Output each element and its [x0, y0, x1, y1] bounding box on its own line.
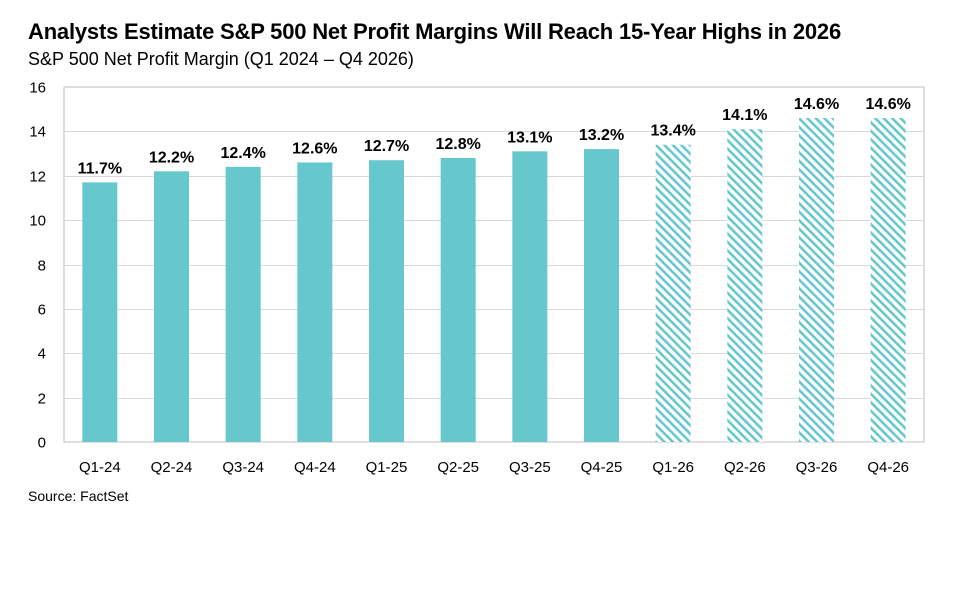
- data-label: 14.6%: [794, 96, 839, 113]
- bar: [225, 166, 261, 442]
- data-label: 14.1%: [722, 107, 767, 124]
- x-tick-label: Q2-26: [724, 459, 766, 476]
- x-tick-label: Q1-25: [366, 459, 408, 476]
- x-tick-label: Q4-26: [867, 459, 909, 476]
- data-label: 12.7%: [364, 138, 409, 155]
- data-label: 11.7%: [78, 160, 122, 177]
- y-axis-ticks: 0 2 4 6 8 10 12 14 16: [29, 80, 46, 452]
- data-label: 12.8%: [435, 136, 480, 153]
- data-label: 12.4%: [220, 145, 265, 162]
- chart-title: Analysts Estimate S&P 500 Net Profit Mar…: [28, 19, 841, 44]
- bar: [297, 162, 333, 442]
- bar: [82, 182, 118, 442]
- x-tick-label: Q4-25: [581, 459, 623, 476]
- bar: [440, 158, 476, 442]
- chart-subtitle: S&P 500 Net Profit Margin (Q1 2024 – Q4 …: [28, 49, 414, 69]
- x-tick-label: Q3-26: [796, 459, 838, 476]
- y-tick-label: 2: [38, 391, 46, 408]
- data-label: 13.2%: [579, 127, 624, 144]
- bar-estimate: [655, 144, 691, 442]
- y-tick-label: 12: [29, 169, 46, 186]
- y-tick-label: 10: [29, 213, 46, 230]
- x-tick-label: Q2-25: [437, 459, 479, 476]
- y-tick-label: 4: [38, 346, 46, 363]
- x-tick-label: Q3-25: [509, 459, 551, 476]
- bar-estimate: [799, 118, 834, 442]
- bar: [512, 151, 548, 442]
- x-tick-label: Q4-24: [294, 459, 336, 476]
- x-tick-label: Q2-24: [151, 459, 193, 476]
- bars: [82, 118, 906, 442]
- y-tick-label: 6: [38, 302, 46, 319]
- x-tick-label: Q1-24: [79, 459, 121, 476]
- y-tick-label: 14: [29, 124, 46, 141]
- data-label: 14.6%: [865, 96, 910, 113]
- bar: [154, 171, 189, 442]
- x-tick-label: Q1-26: [652, 459, 694, 476]
- source-note: Source: FactSet: [28, 488, 129, 504]
- plot-frame: [63, 86, 925, 443]
- x-tick-label: Q3-24: [222, 459, 264, 476]
- data-label: 13.1%: [507, 129, 552, 146]
- bar: [584, 149, 619, 442]
- y-tick-label: 16: [29, 80, 46, 97]
- data-labels: 11.7% 12.2% 12.4% 12.6% 12.7% 12.8% 13.1% 13.2%…: [78, 96, 911, 177]
- y-tick-label: 0: [38, 435, 46, 452]
- data-label: 12.6%: [292, 140, 337, 157]
- bar-estimate: [870, 118, 906, 442]
- bar: [369, 160, 404, 442]
- gridlines: [63, 86, 925, 443]
- x-axis-ticks: Q1-24 Q2-24 Q3-24 Q4-24 Q1-25 Q2-25 Q3-25 Q4-25…: [79, 459, 909, 476]
- data-label: 12.2%: [149, 149, 194, 166]
- y-tick-label: 8: [38, 258, 46, 275]
- data-label: 13.4%: [650, 123, 695, 140]
- bar-estimate: [727, 129, 763, 442]
